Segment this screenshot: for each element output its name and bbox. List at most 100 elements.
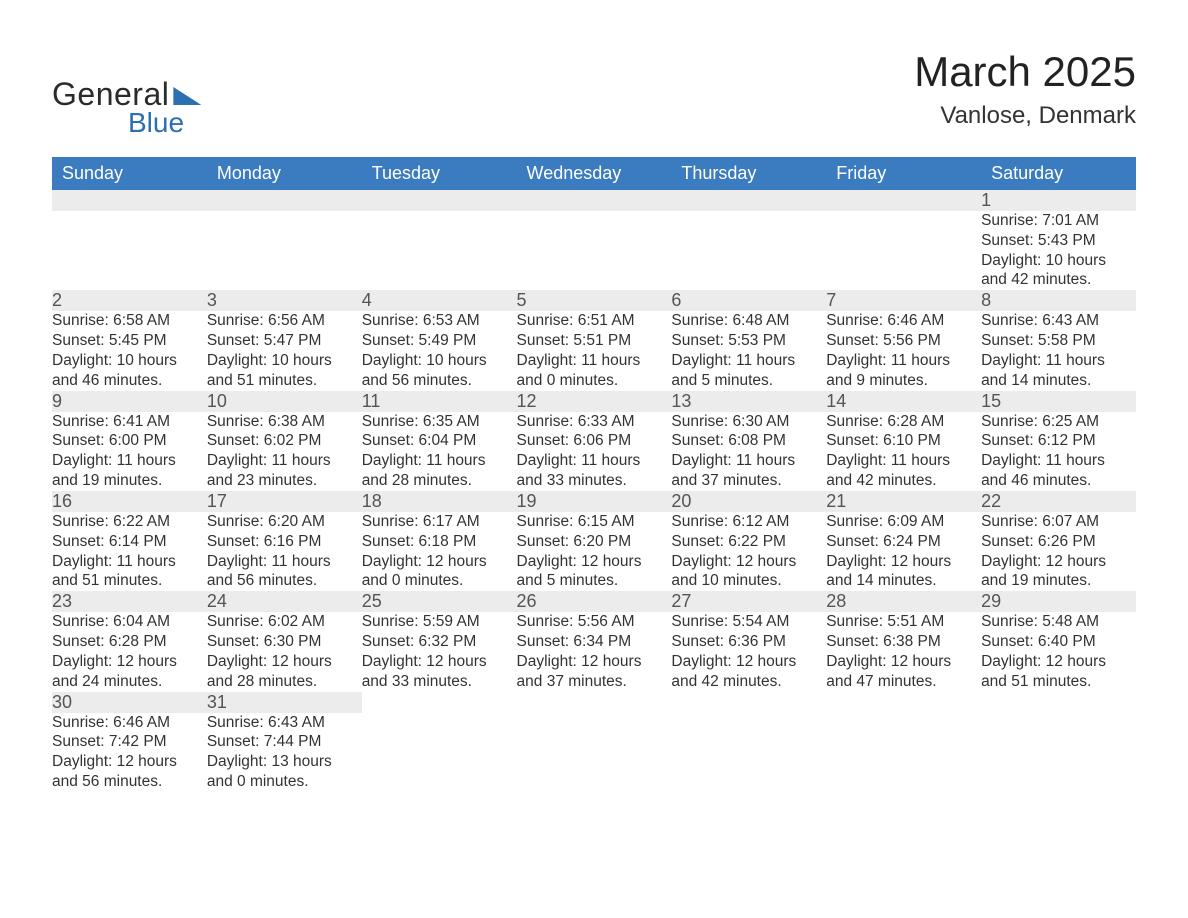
day-data-cell: Sunrise: 6:17 AMSunset: 6:18 PMDaylight:… xyxy=(362,512,517,591)
day-data-cell: Sunrise: 5:48 AMSunset: 6:40 PMDaylight:… xyxy=(981,612,1136,691)
day-number-cell xyxy=(362,190,517,211)
sunrise-line: Sunrise: 6:38 AM xyxy=(207,412,362,432)
sunset-line: Sunset: 6:16 PM xyxy=(207,532,362,552)
day-data-cell xyxy=(52,211,207,290)
daylight-line-1: Daylight: 12 hours xyxy=(517,652,672,672)
day-data-cell: Sunrise: 6:35 AMSunset: 6:04 PMDaylight:… xyxy=(362,412,517,491)
day-number-cell: 23 xyxy=(52,591,207,612)
day-data-cell xyxy=(981,713,1136,792)
day-data-cell: Sunrise: 5:54 AMSunset: 6:36 PMDaylight:… xyxy=(671,612,826,691)
sunrise-line: Sunrise: 5:56 AM xyxy=(517,612,672,632)
day-data-cell: Sunrise: 6:28 AMSunset: 6:10 PMDaylight:… xyxy=(826,412,981,491)
day-data-cell: Sunrise: 5:51 AMSunset: 6:38 PMDaylight:… xyxy=(826,612,981,691)
day-number-cell: 27 xyxy=(671,591,826,612)
day-number-cell: 24 xyxy=(207,591,362,612)
daylight-line-2: and 37 minutes. xyxy=(671,471,826,491)
sunset-line: Sunset: 5:49 PM xyxy=(362,331,517,351)
day-number-cell: 3 xyxy=(207,290,362,311)
sunrise-line: Sunrise: 6:04 AM xyxy=(52,612,207,632)
sunrise-line: Sunrise: 5:59 AM xyxy=(362,612,517,632)
day-data-cell xyxy=(207,211,362,290)
daylight-line-2: and 28 minutes. xyxy=(207,672,362,692)
daynum-row: 2345678 xyxy=(52,290,1136,311)
col-wednesday: Wednesday xyxy=(517,157,672,190)
daylight-line-2: and 23 minutes. xyxy=(207,471,362,491)
day-number-cell: 4 xyxy=(362,290,517,311)
day-data-cell: Sunrise: 6:09 AMSunset: 6:24 PMDaylight:… xyxy=(826,512,981,591)
daylight-line-1: Daylight: 11 hours xyxy=(826,451,981,471)
sunrise-line: Sunrise: 6:35 AM xyxy=(362,412,517,432)
day-number-cell: 21 xyxy=(826,491,981,512)
sunrise-line: Sunrise: 5:51 AM xyxy=(826,612,981,632)
day-data-cell: Sunrise: 6:46 AMSunset: 7:42 PMDaylight:… xyxy=(52,713,207,792)
daylight-line-2: and 56 minutes. xyxy=(207,571,362,591)
daylight-line-1: Daylight: 12 hours xyxy=(52,652,207,672)
data-row: Sunrise: 6:22 AMSunset: 6:14 PMDaylight:… xyxy=(52,512,1136,591)
daylight-line-1: Daylight: 12 hours xyxy=(671,652,826,672)
sunset-line: Sunset: 6:26 PM xyxy=(981,532,1136,552)
sunrise-line: Sunrise: 6:25 AM xyxy=(981,412,1136,432)
sunrise-line: Sunrise: 6:51 AM xyxy=(517,311,672,331)
day-number-cell: 14 xyxy=(826,391,981,412)
day-number-cell: 30 xyxy=(52,692,207,713)
daylight-line-2: and 19 minutes. xyxy=(981,571,1136,591)
sunrise-line: Sunrise: 6:43 AM xyxy=(207,713,362,733)
page-title: March 2025 xyxy=(914,48,1136,96)
day-data-cell: Sunrise: 6:43 AMSunset: 7:44 PMDaylight:… xyxy=(207,713,362,792)
daynum-row: 23242526272829 xyxy=(52,591,1136,612)
col-saturday: Saturday xyxy=(981,157,1136,190)
daylight-line-2: and 42 minutes. xyxy=(826,471,981,491)
sunset-line: Sunset: 6:34 PM xyxy=(517,632,672,652)
day-number-cell xyxy=(826,190,981,211)
daylight-line-1: Daylight: 12 hours xyxy=(981,652,1136,672)
day-number-cell: 2 xyxy=(52,290,207,311)
sunrise-line: Sunrise: 6:30 AM xyxy=(671,412,826,432)
day-data-cell xyxy=(517,713,672,792)
sunset-line: Sunset: 5:53 PM xyxy=(671,331,826,351)
daylight-line-1: Daylight: 11 hours xyxy=(517,451,672,471)
daylight-line-2: and 37 minutes. xyxy=(517,672,672,692)
day-data-cell: Sunrise: 6:51 AMSunset: 5:51 PMDaylight:… xyxy=(517,311,672,390)
data-row: Sunrise: 6:58 AMSunset: 5:45 PMDaylight:… xyxy=(52,311,1136,390)
sunset-line: Sunset: 6:00 PM xyxy=(52,431,207,451)
col-friday: Friday xyxy=(826,157,981,190)
daylight-line-1: Daylight: 10 hours xyxy=(362,351,517,371)
day-number-cell: 29 xyxy=(981,591,1136,612)
daynum-row: 16171819202122 xyxy=(52,491,1136,512)
day-data-cell: Sunrise: 6:41 AMSunset: 6:00 PMDaylight:… xyxy=(52,412,207,491)
day-number-cell: 26 xyxy=(517,591,672,612)
day-number-cell: 7 xyxy=(826,290,981,311)
daylight-line-2: and 51 minutes. xyxy=(981,672,1136,692)
daylight-line-2: and 46 minutes. xyxy=(52,371,207,391)
day-data-cell: Sunrise: 7:01 AMSunset: 5:43 PMDaylight:… xyxy=(981,211,1136,290)
sunset-line: Sunset: 5:43 PM xyxy=(981,231,1136,251)
sunset-line: Sunset: 6:38 PM xyxy=(826,632,981,652)
daylight-line-1: Daylight: 13 hours xyxy=(207,752,362,772)
sunset-line: Sunset: 6:36 PM xyxy=(671,632,826,652)
logo-triangle-icon xyxy=(173,87,201,105)
day-data-cell: Sunrise: 6:15 AMSunset: 6:20 PMDaylight:… xyxy=(517,512,672,591)
day-data-cell: Sunrise: 6:38 AMSunset: 6:02 PMDaylight:… xyxy=(207,412,362,491)
data-row: Sunrise: 6:41 AMSunset: 6:00 PMDaylight:… xyxy=(52,412,1136,491)
day-number-cell: 11 xyxy=(362,391,517,412)
sunset-line: Sunset: 6:10 PM xyxy=(826,431,981,451)
daylight-line-2: and 56 minutes. xyxy=(362,371,517,391)
daylight-line-1: Daylight: 12 hours xyxy=(826,552,981,572)
sunset-line: Sunset: 6:32 PM xyxy=(362,632,517,652)
sunset-line: Sunset: 5:58 PM xyxy=(981,331,1136,351)
sunrise-line: Sunrise: 6:58 AM xyxy=(52,311,207,331)
daylight-line-1: Daylight: 12 hours xyxy=(362,552,517,572)
daylight-line-2: and 9 minutes. xyxy=(826,371,981,391)
daylight-line-2: and 0 minutes. xyxy=(362,571,517,591)
sunset-line: Sunset: 5:47 PM xyxy=(207,331,362,351)
day-data-cell xyxy=(362,211,517,290)
day-data-cell xyxy=(671,713,826,792)
day-number-cell: 18 xyxy=(362,491,517,512)
sunset-line: Sunset: 6:30 PM xyxy=(207,632,362,652)
weekday-header-row: Sunday Monday Tuesday Wednesday Thursday… xyxy=(52,157,1136,190)
daynum-row: 1 xyxy=(52,190,1136,211)
day-data-cell: Sunrise: 6:02 AMSunset: 6:30 PMDaylight:… xyxy=(207,612,362,691)
daylight-line-1: Daylight: 10 hours xyxy=(52,351,207,371)
sunset-line: Sunset: 6:12 PM xyxy=(981,431,1136,451)
daylight-line-1: Daylight: 12 hours xyxy=(52,752,207,772)
